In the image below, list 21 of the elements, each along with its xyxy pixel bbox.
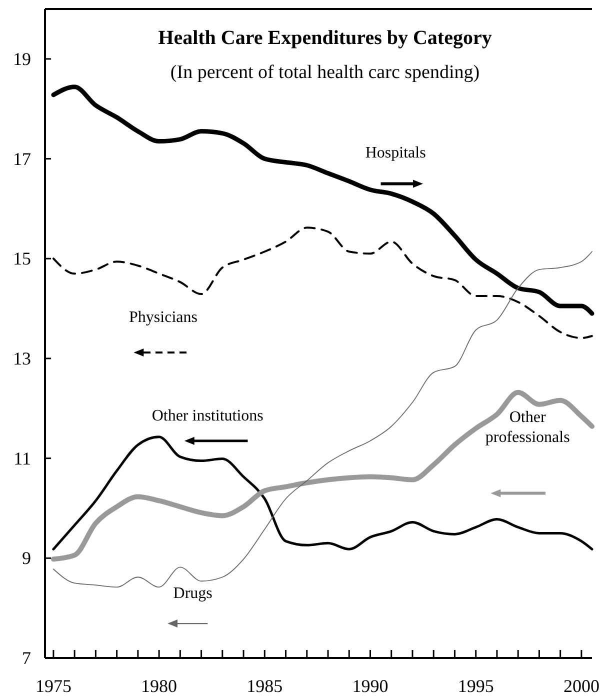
series-label: Drugs bbox=[173, 585, 212, 602]
y-tick-label: 7 bbox=[22, 648, 31, 668]
x-tick-label: 2000 bbox=[563, 676, 600, 696]
text: Health Care Expenditures by Category bbox=[158, 27, 492, 49]
y-tick-label: 17 bbox=[13, 148, 31, 169]
series-label: Other professionals bbox=[485, 408, 570, 446]
y-tick-label: 11 bbox=[14, 448, 31, 468]
x-tick-label: 1990 bbox=[352, 676, 388, 696]
line-series bbox=[53, 251, 592, 588]
x-tick-label: 1995 bbox=[458, 676, 494, 696]
y-tick-label: 19 bbox=[13, 48, 31, 69]
y-tick-label: 9 bbox=[22, 548, 31, 568]
series-label: Physicians bbox=[129, 309, 198, 326]
series-label: Hospitals bbox=[365, 144, 426, 162]
series-label: Other institutions bbox=[152, 407, 264, 424]
x-tick-label: 1980 bbox=[141, 676, 178, 696]
x-tick-label: 1975 bbox=[35, 676, 72, 696]
text: (In percent of total health carc spending) bbox=[170, 62, 480, 83]
y-tick-label: 15 bbox=[13, 248, 31, 269]
x-tick-label: 1985 bbox=[246, 676, 283, 696]
y-tick-label: 13 bbox=[13, 348, 31, 368]
